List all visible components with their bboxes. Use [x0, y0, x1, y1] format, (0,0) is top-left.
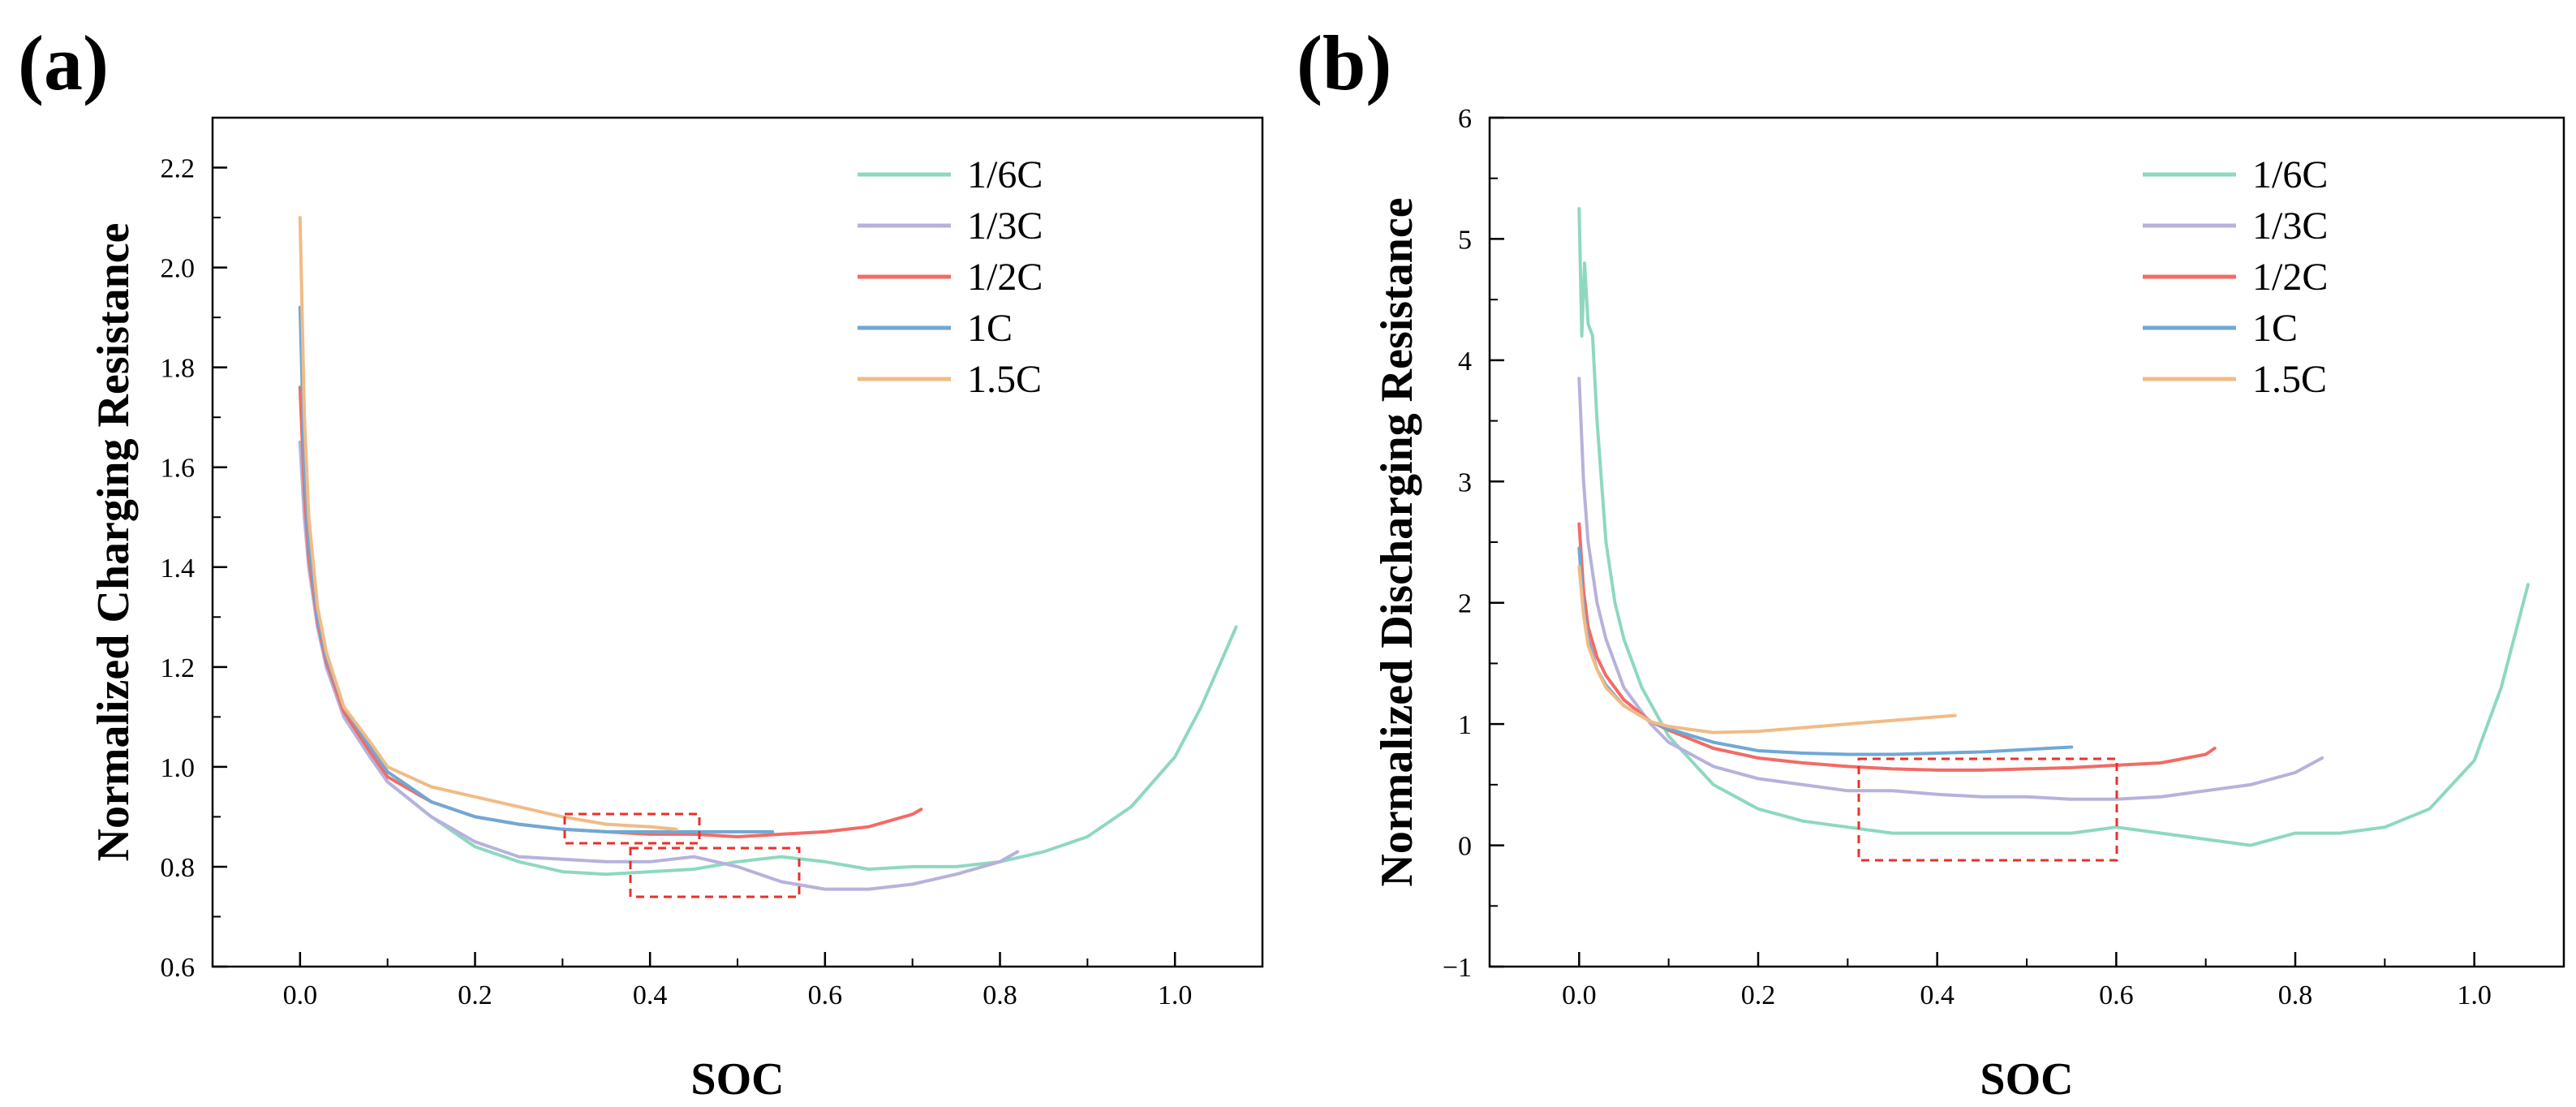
x-tick-label: 0.4 — [1920, 980, 1955, 1010]
y-tick-label: 2 — [1458, 589, 1472, 619]
series-group-b — [1577, 207, 2530, 847]
legend-label: 1/3C — [2252, 205, 2328, 248]
legend-label: 1.5C — [2252, 358, 2327, 401]
y-tick-label: 6 — [1458, 104, 1472, 134]
x-axis-title-a: SOC — [690, 1054, 784, 1105]
y-tick-label: 4 — [1458, 347, 1472, 377]
y-axis-title-b: Normalized Discharging Resistance — [1372, 197, 1422, 886]
x-tick-label: 0.6 — [2099, 980, 2134, 1010]
series-line-1-5c — [298, 216, 678, 831]
legend-label: 1/2C — [2252, 256, 2328, 299]
y-tick-label: 2.0 — [161, 254, 196, 284]
y-tick-label: 0 — [1458, 832, 1472, 862]
legend-a: 1/6C 1/3C 1/2C 1C 1.5C — [858, 153, 1043, 401]
series-group-a — [298, 216, 1238, 891]
y-tick-label: −1 — [1443, 953, 1472, 983]
y-tick-label: 1.8 — [161, 354, 196, 384]
legend-label: 1C — [2252, 307, 2298, 350]
x-tick-label: 0.6 — [808, 980, 843, 1010]
legend-b: 1/6C 1/3C 1/2C 1C 1.5C — [2143, 153, 2328, 401]
y-tick-label: 1.0 — [161, 753, 196, 783]
x-tick-label: 0.8 — [2278, 980, 2313, 1010]
legend-label: 1C — [967, 307, 1013, 350]
panel-label-a: (a) — [18, 19, 109, 106]
highlight-box-a1 — [563, 812, 701, 845]
x-tick-label: 0.8 — [983, 980, 1017, 1010]
chart-panel-b: (b) 0.0 0.2 0.4 0.6 0.8 1.0 −1 0 1 2 3 4 5 6 1/6C 1/3… — [1297, 19, 2565, 1105]
series-line-1-3c — [298, 440, 1020, 891]
x-tick-label: 1.0 — [1158, 980, 1193, 1010]
x-ticks-a: 0.0 0.2 0.4 0.6 0.8 1.0 — [212, 952, 1263, 1010]
y-ticks-b: −1 0 1 2 3 4 5 6 — [1443, 104, 1504, 983]
legend-label: 1/3C — [967, 205, 1043, 248]
y-tick-label: 1 — [1458, 710, 1472, 740]
legend-label: 1.5C — [967, 358, 1042, 401]
x-tick-label: 0.2 — [1741, 980, 1776, 1010]
plot-frame-a — [211, 116, 1264, 968]
highlight-box-b — [1857, 757, 2118, 862]
series-line-1-5c — [1577, 564, 1957, 734]
highlight-box-a2 — [629, 846, 801, 898]
series-line-1-2c — [1577, 522, 2217, 772]
y-tick-label: 1.2 — [161, 653, 196, 683]
x-tick-label: 0.0 — [283, 980, 318, 1010]
y-tick-label: 3 — [1458, 467, 1472, 498]
y-tick-label: 0.8 — [161, 853, 196, 883]
series-line-1-3c — [1577, 377, 2324, 801]
legend-label: 1/6C — [967, 153, 1043, 196]
y-ticks-a: 0.6 0.8 1.0 1.2 1.4 1.6 1.8 2.0 2.2 — [161, 154, 227, 983]
panel-label-b: (b) — [1297, 19, 1391, 106]
legend-label: 1/6C — [2252, 153, 2328, 196]
y-tick-label: 0.6 — [161, 953, 196, 983]
legend-label: 1/2C — [967, 256, 1043, 299]
y-tick-label: 1.4 — [161, 554, 196, 584]
x-tick-label: 1.0 — [2457, 980, 2492, 1010]
x-axis-title-b: SOC — [1980, 1054, 2073, 1105]
y-tick-label: 2.2 — [161, 154, 196, 184]
chart-panel-a: (a) 0.0 0.2 0.4 0.6 0.8 1.0 0.6 0.8 1.0 1.2 1.4 1.… — [18, 19, 1264, 1105]
y-tick-label: 5 — [1458, 225, 1472, 255]
x-tick-label: 0.4 — [633, 980, 668, 1010]
series-line-1-6c — [298, 440, 1238, 877]
x-tick-label: 0.0 — [1562, 980, 1597, 1010]
y-axis-title-a: Normalized Charging Resistance — [88, 222, 139, 861]
y-tick-label: 1.6 — [161, 454, 196, 484]
series-line-1-6c — [1577, 207, 2530, 847]
x-tick-label: 0.2 — [458, 980, 492, 1010]
plot-frame-b — [1488, 116, 2565, 968]
x-ticks-b: 0.0 0.2 0.4 0.6 0.8 1.0 — [1489, 952, 2565, 1010]
